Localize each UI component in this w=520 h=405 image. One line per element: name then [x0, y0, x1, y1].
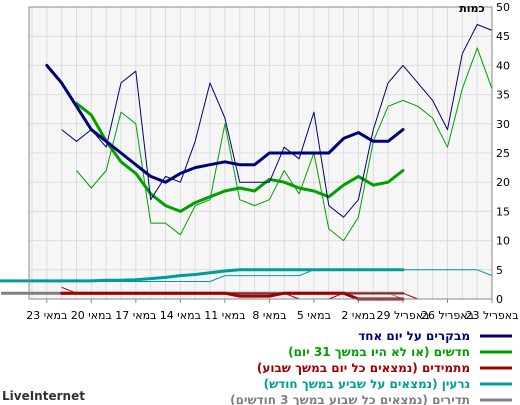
legend-label: גרעין (נמצאים על שביע במשך חודש): [264, 377, 471, 391]
series-lines: [0, 24, 493, 301]
x-tick-label: 14 במאי: [160, 309, 201, 322]
series-raw-line: [61, 269, 493, 282]
y-tick-label: 35: [496, 89, 510, 102]
y-tick-label: 10: [496, 235, 510, 248]
x-tick-label: 20 במאי: [71, 309, 112, 322]
x-tick-label: 29 באפריל: [376, 309, 429, 322]
series-avg-line: [45, 63, 405, 184]
series-raw-line: [76, 47, 493, 242]
legend-label: חדשים (או לא היו במשך 31 יום): [288, 345, 470, 359]
series-avg-line: [75, 101, 405, 213]
legend-label: תדירים (נמצאים כל שבוע במשך 3 חודשים): [230, 393, 470, 405]
series-raw-line: [61, 24, 493, 218]
brand-label: LiveInternet: [2, 389, 85, 403]
series-avg-line: [0, 268, 405, 283]
y-tick-label: 15: [496, 205, 510, 218]
plot-frame: [28, 6, 493, 300]
legend-label: מבקרים על יום אחד: [358, 329, 470, 343]
y-tick-label: 5: [496, 264, 503, 277]
x-tick-label: 23 באפריל: [465, 309, 518, 322]
x-tick-label: 17 במאי: [115, 309, 156, 322]
x-tick-label: 26 באפריל: [421, 309, 474, 322]
x-tick-label: 11 במאי: [204, 309, 245, 322]
y-tick-label: 0: [496, 293, 503, 306]
x-tick-label: 2 במאי: [341, 309, 375, 322]
y-tick-label: 30: [496, 118, 510, 131]
y-tick-label: 40: [496, 59, 510, 72]
legend: מבקרים על יום אחד חדשים (או לא היו במשך 3…: [230, 329, 512, 405]
y-tick-label: 20: [496, 176, 510, 189]
x-tick-label: 23 במאי: [26, 309, 67, 322]
y-tick-label: 45: [496, 30, 510, 43]
y-tick-label: 50: [496, 1, 510, 14]
legend-label: מתמידים (נמצאים כל יום במשך שבוע): [257, 361, 470, 375]
x-tick-label: 5 במאי: [297, 309, 331, 322]
series-avg-line: [60, 291, 405, 301]
y-axis-label: כמות: [459, 2, 484, 15]
y-axis: 0 5 10 15 20 25 30 35 40 45 50: [496, 1, 510, 306]
y-tick-label: 25: [496, 147, 510, 160]
x-tick-label: 8 במאי: [252, 309, 286, 322]
